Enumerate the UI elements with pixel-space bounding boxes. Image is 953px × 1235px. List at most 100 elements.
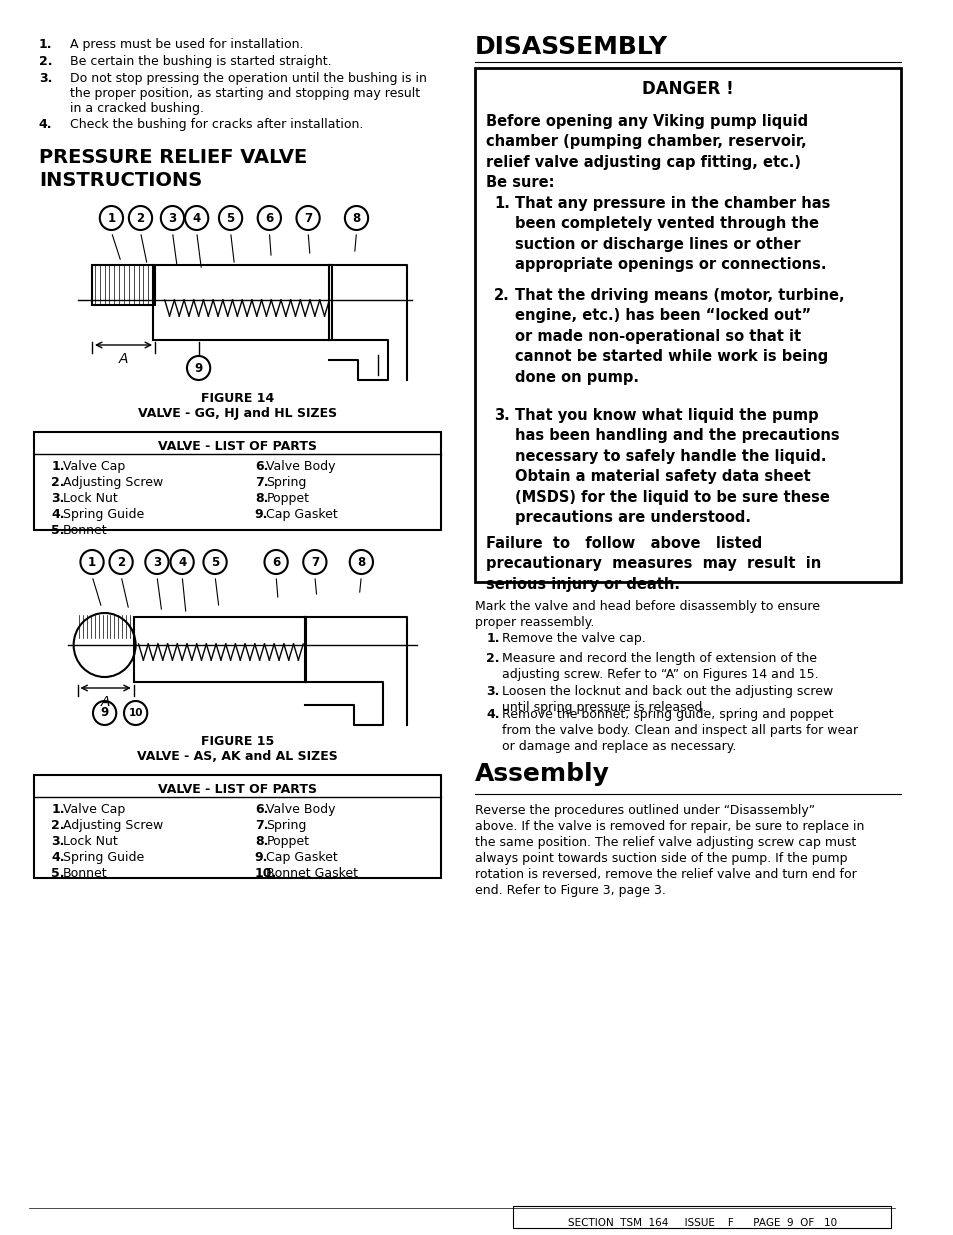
- Text: 3: 3: [152, 556, 161, 568]
- Text: DANGER !: DANGER !: [641, 80, 733, 98]
- Text: A press must be used for installation.: A press must be used for installation.: [70, 38, 303, 51]
- Text: 2.: 2.: [51, 475, 65, 489]
- Text: Bonnet: Bonnet: [63, 867, 108, 881]
- Text: VALVE - LIST OF PARTS: VALVE - LIST OF PARTS: [157, 783, 316, 797]
- Text: 4.: 4.: [51, 508, 65, 521]
- Text: 5: 5: [226, 211, 234, 225]
- Text: 8.: 8.: [254, 835, 268, 848]
- Text: 9.: 9.: [254, 508, 268, 521]
- Text: 3.: 3.: [51, 492, 65, 505]
- Text: Bonnet: Bonnet: [63, 524, 108, 537]
- Text: 2: 2: [117, 556, 125, 568]
- Text: 7.: 7.: [254, 819, 268, 832]
- Text: 4.: 4.: [486, 708, 499, 721]
- Text: 7: 7: [304, 211, 312, 225]
- Text: Adjusting Screw: Adjusting Screw: [63, 475, 163, 489]
- Text: Valve Cap: Valve Cap: [63, 803, 125, 816]
- Text: Be certain the bushing is started straight.: Be certain the bushing is started straig…: [70, 56, 331, 68]
- Text: 1.: 1.: [39, 38, 52, 51]
- Text: DISASSEMBLY: DISASSEMBLY: [475, 35, 667, 59]
- Text: That the driving means (motor, turbine,
engine, etc.) has been “locked out”
or m: That the driving means (motor, turbine, …: [515, 288, 844, 384]
- Text: 10.: 10.: [254, 867, 276, 881]
- Text: 3: 3: [169, 211, 176, 225]
- Text: 2.: 2.: [51, 819, 65, 832]
- Text: 4: 4: [178, 556, 186, 568]
- Text: A: A: [118, 352, 128, 366]
- Text: Poppet: Poppet: [266, 492, 309, 505]
- Text: Spring: Spring: [266, 475, 307, 489]
- Text: 6.: 6.: [254, 459, 268, 473]
- Text: 7: 7: [311, 556, 318, 568]
- Text: 6.: 6.: [254, 803, 268, 816]
- Text: FIGURE 14
VALVE - GG, HJ and HL SIZES: FIGURE 14 VALVE - GG, HJ and HL SIZES: [137, 391, 336, 420]
- Bar: [475, 68, 900, 582]
- Text: A: A: [101, 695, 111, 709]
- Text: 5: 5: [211, 556, 219, 568]
- Text: Spring: Spring: [266, 819, 307, 832]
- Text: 2.: 2.: [39, 56, 52, 68]
- Text: Poppet: Poppet: [266, 835, 309, 848]
- Text: 5.: 5.: [51, 867, 65, 881]
- Text: 4.: 4.: [51, 851, 65, 864]
- Text: Spring Guide: Spring Guide: [63, 851, 144, 864]
- Text: 7.: 7.: [254, 475, 268, 489]
- Text: 3.: 3.: [486, 685, 499, 698]
- Text: That you know what liquid the pump
has been handling and the precautions
necessa: That you know what liquid the pump has b…: [515, 408, 840, 525]
- Text: 8.: 8.: [254, 492, 268, 505]
- Text: Mark the valve and head before disassembly to ensure
proper reassembly.: Mark the valve and head before disassemb…: [475, 600, 819, 629]
- Text: 2.: 2.: [486, 652, 499, 664]
- Text: 8: 8: [352, 211, 360, 225]
- Text: 2.: 2.: [494, 288, 509, 303]
- Text: Measure and record the length of extension of the
adjusting screw. Refer to “A” : Measure and record the length of extensi…: [501, 652, 818, 680]
- Text: 5.: 5.: [51, 524, 65, 537]
- Text: Do not stop pressing the operation until the bushing is in
the proper position, : Do not stop pressing the operation until…: [70, 72, 426, 115]
- Text: 9: 9: [194, 362, 203, 374]
- Text: Assembly: Assembly: [475, 762, 609, 785]
- Text: Cap Gasket: Cap Gasket: [266, 851, 337, 864]
- Text: Adjusting Screw: Adjusting Screw: [63, 819, 163, 832]
- Text: Lock Nut: Lock Nut: [63, 835, 117, 848]
- Bar: [34, 776, 440, 878]
- Text: Reverse the procedures outlined under “Disassembly”
above. If the valve is remov: Reverse the procedures outlined under “D…: [475, 804, 863, 897]
- Text: 6: 6: [272, 556, 280, 568]
- Text: 1: 1: [108, 211, 115, 225]
- Text: Lock Nut: Lock Nut: [63, 492, 117, 505]
- Text: Bonnet Gasket: Bonnet Gasket: [266, 867, 358, 881]
- Text: Valve Body: Valve Body: [266, 803, 335, 816]
- Text: Remove the valve cap.: Remove the valve cap.: [501, 632, 645, 645]
- Text: 9.: 9.: [254, 851, 268, 864]
- Text: 3.: 3.: [39, 72, 52, 85]
- Text: 4.: 4.: [39, 119, 52, 131]
- Bar: [34, 432, 440, 530]
- Text: PRESSURE RELIEF VALVE
INSTRUCTIONS: PRESSURE RELIEF VALVE INSTRUCTIONS: [39, 148, 307, 190]
- Text: That any pressure in the chamber has
been completely vented through the
suction : That any pressure in the chamber has bee…: [515, 196, 830, 272]
- Text: 1.: 1.: [51, 803, 65, 816]
- Text: FIGURE 15
VALVE - AS, AK and AL SIZES: FIGURE 15 VALVE - AS, AK and AL SIZES: [137, 735, 337, 763]
- Text: VALVE - LIST OF PARTS: VALVE - LIST OF PARTS: [157, 440, 316, 453]
- Text: 1.: 1.: [51, 459, 65, 473]
- Text: Before opening any Viking pump liquid
chamber (pumping chamber, reservoir,
relie: Before opening any Viking pump liquid ch…: [486, 114, 807, 190]
- Text: 6: 6: [265, 211, 274, 225]
- Text: 1.: 1.: [494, 196, 510, 211]
- Text: Failure  to   follow   above   listed
precautionary  measures  may  result  in
s: Failure to follow above listed precautio…: [486, 536, 821, 592]
- Bar: [91, 266, 154, 305]
- Text: 4: 4: [193, 211, 200, 225]
- Text: 2: 2: [136, 211, 145, 225]
- Text: 8: 8: [356, 556, 365, 568]
- Text: 10: 10: [129, 708, 143, 718]
- Text: Cap Gasket: Cap Gasket: [266, 508, 337, 521]
- Bar: [513, 1207, 890, 1228]
- Text: SECTION  TSM  164     ISSUE    F      PAGE  9  OF   10: SECTION TSM 164 ISSUE F PAGE 9 OF 10: [567, 1218, 836, 1228]
- Bar: [133, 618, 306, 682]
- Text: 9: 9: [100, 706, 109, 720]
- Text: Loosen the locknut and back out the adjusting screw
until spring pressure is rel: Loosen the locknut and back out the adju…: [501, 685, 832, 714]
- Bar: [152, 266, 332, 340]
- Text: Valve Cap: Valve Cap: [63, 459, 125, 473]
- Text: 3.: 3.: [51, 835, 65, 848]
- Text: 3.: 3.: [494, 408, 509, 424]
- Text: Valve Body: Valve Body: [266, 459, 335, 473]
- Text: Check the bushing for cracks after installation.: Check the bushing for cracks after insta…: [70, 119, 363, 131]
- Text: 1: 1: [88, 556, 96, 568]
- Text: 1.: 1.: [486, 632, 499, 645]
- Text: Spring Guide: Spring Guide: [63, 508, 144, 521]
